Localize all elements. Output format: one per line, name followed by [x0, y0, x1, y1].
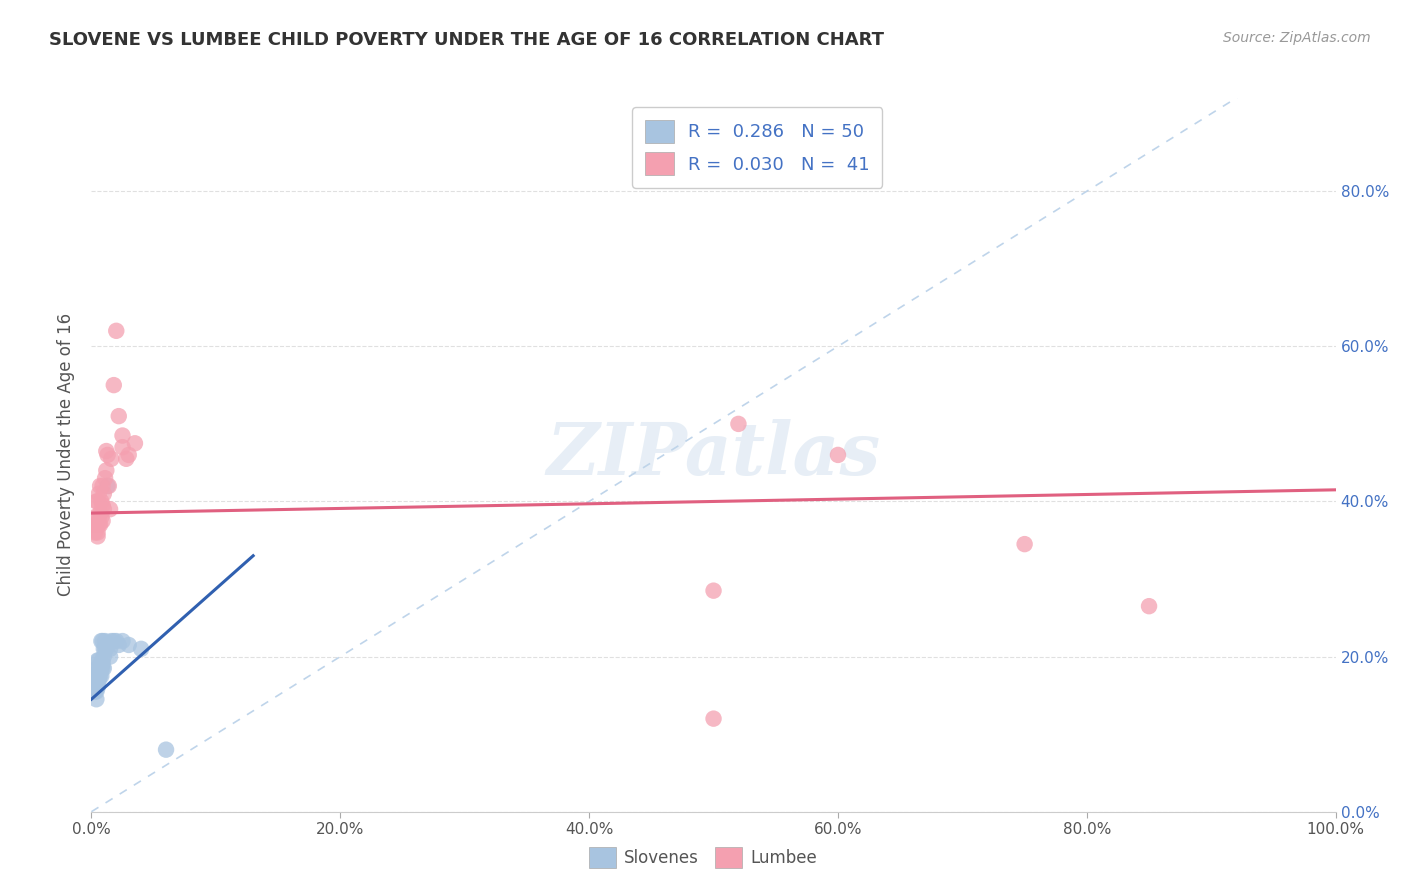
Point — [89, 517, 111, 532]
Y-axis label: Child Poverty Under the Age of 16: Child Poverty Under the Age of 16 — [58, 313, 76, 597]
Point — [93, 502, 115, 516]
Point — [90, 634, 112, 648]
Point — [98, 641, 121, 656]
Point — [90, 494, 112, 508]
Point — [98, 502, 121, 516]
Point — [94, 471, 117, 485]
Point — [86, 684, 108, 698]
Point — [90, 669, 112, 683]
Point — [87, 669, 110, 683]
Point — [86, 517, 108, 532]
Point — [93, 641, 115, 656]
Point — [91, 479, 114, 493]
Point — [91, 514, 114, 528]
Point — [86, 653, 108, 667]
Point — [89, 657, 111, 672]
Point — [86, 669, 108, 683]
Point — [702, 583, 725, 598]
Point — [111, 440, 134, 454]
Point — [98, 649, 121, 664]
Point — [1014, 537, 1036, 551]
Point — [124, 436, 146, 450]
Point — [105, 634, 128, 648]
Point — [87, 673, 110, 687]
Point — [89, 665, 111, 679]
Point — [87, 486, 110, 500]
Point — [96, 463, 118, 477]
Point — [89, 506, 111, 520]
Point — [86, 494, 108, 508]
Point — [97, 479, 120, 493]
Point — [86, 665, 108, 679]
Point — [97, 638, 120, 652]
Point — [93, 649, 115, 664]
Point — [90, 510, 112, 524]
Point — [111, 428, 134, 442]
Point — [90, 661, 112, 675]
Point — [84, 684, 107, 698]
Point — [86, 529, 108, 543]
Point — [83, 673, 105, 687]
Point — [702, 712, 725, 726]
Point — [91, 661, 114, 675]
Point — [83, 677, 105, 691]
Text: ZIPatlas: ZIPatlas — [547, 419, 880, 491]
Point — [93, 486, 115, 500]
Point — [118, 638, 141, 652]
Point — [115, 451, 138, 466]
Point — [94, 634, 117, 648]
Point — [83, 517, 105, 532]
Point — [111, 634, 134, 648]
Point — [87, 510, 110, 524]
Point — [96, 641, 118, 656]
Point — [97, 479, 120, 493]
Point — [155, 742, 177, 756]
Point — [94, 641, 117, 656]
Point — [1137, 599, 1160, 614]
Point — [89, 669, 111, 683]
Point — [86, 677, 108, 691]
Point — [100, 634, 122, 648]
Point — [107, 638, 129, 652]
Point — [91, 657, 114, 672]
Point — [87, 517, 110, 532]
Point — [86, 692, 108, 706]
Text: Source: ZipAtlas.com: Source: ZipAtlas.com — [1223, 31, 1371, 45]
Point — [89, 661, 111, 675]
Point — [86, 494, 108, 508]
Point — [84, 681, 107, 695]
Point — [107, 409, 129, 424]
Point — [84, 669, 107, 683]
Point — [87, 661, 110, 675]
Point — [86, 681, 108, 695]
Point — [91, 653, 114, 667]
Point — [91, 634, 114, 648]
Point — [91, 499, 114, 513]
Point — [96, 444, 118, 458]
Point — [118, 448, 141, 462]
Point — [84, 510, 107, 524]
Point — [105, 324, 128, 338]
Point — [83, 684, 105, 698]
Point — [87, 653, 110, 667]
Point — [84, 525, 107, 540]
Point — [727, 417, 749, 431]
Point — [89, 479, 111, 493]
Point — [84, 677, 107, 691]
Text: SLOVENE VS LUMBEE CHILD POVERTY UNDER THE AGE OF 16 CORRELATION CHART: SLOVENE VS LUMBEE CHILD POVERTY UNDER TH… — [49, 31, 884, 49]
Point — [86, 525, 108, 540]
Point — [86, 661, 108, 675]
Point — [97, 448, 120, 462]
Point — [827, 448, 849, 462]
Legend: Slovenes, Lumbee: Slovenes, Lumbee — [582, 840, 824, 875]
Point — [83, 681, 105, 695]
Point — [103, 378, 125, 392]
Point — [129, 641, 152, 656]
Point — [103, 634, 125, 648]
Point — [86, 681, 108, 695]
Point — [100, 451, 122, 466]
Point — [93, 661, 115, 675]
Legend: R =  0.286   N = 50, R =  0.030   N =  41: R = 0.286 N = 50, R = 0.030 N = 41 — [631, 107, 882, 188]
